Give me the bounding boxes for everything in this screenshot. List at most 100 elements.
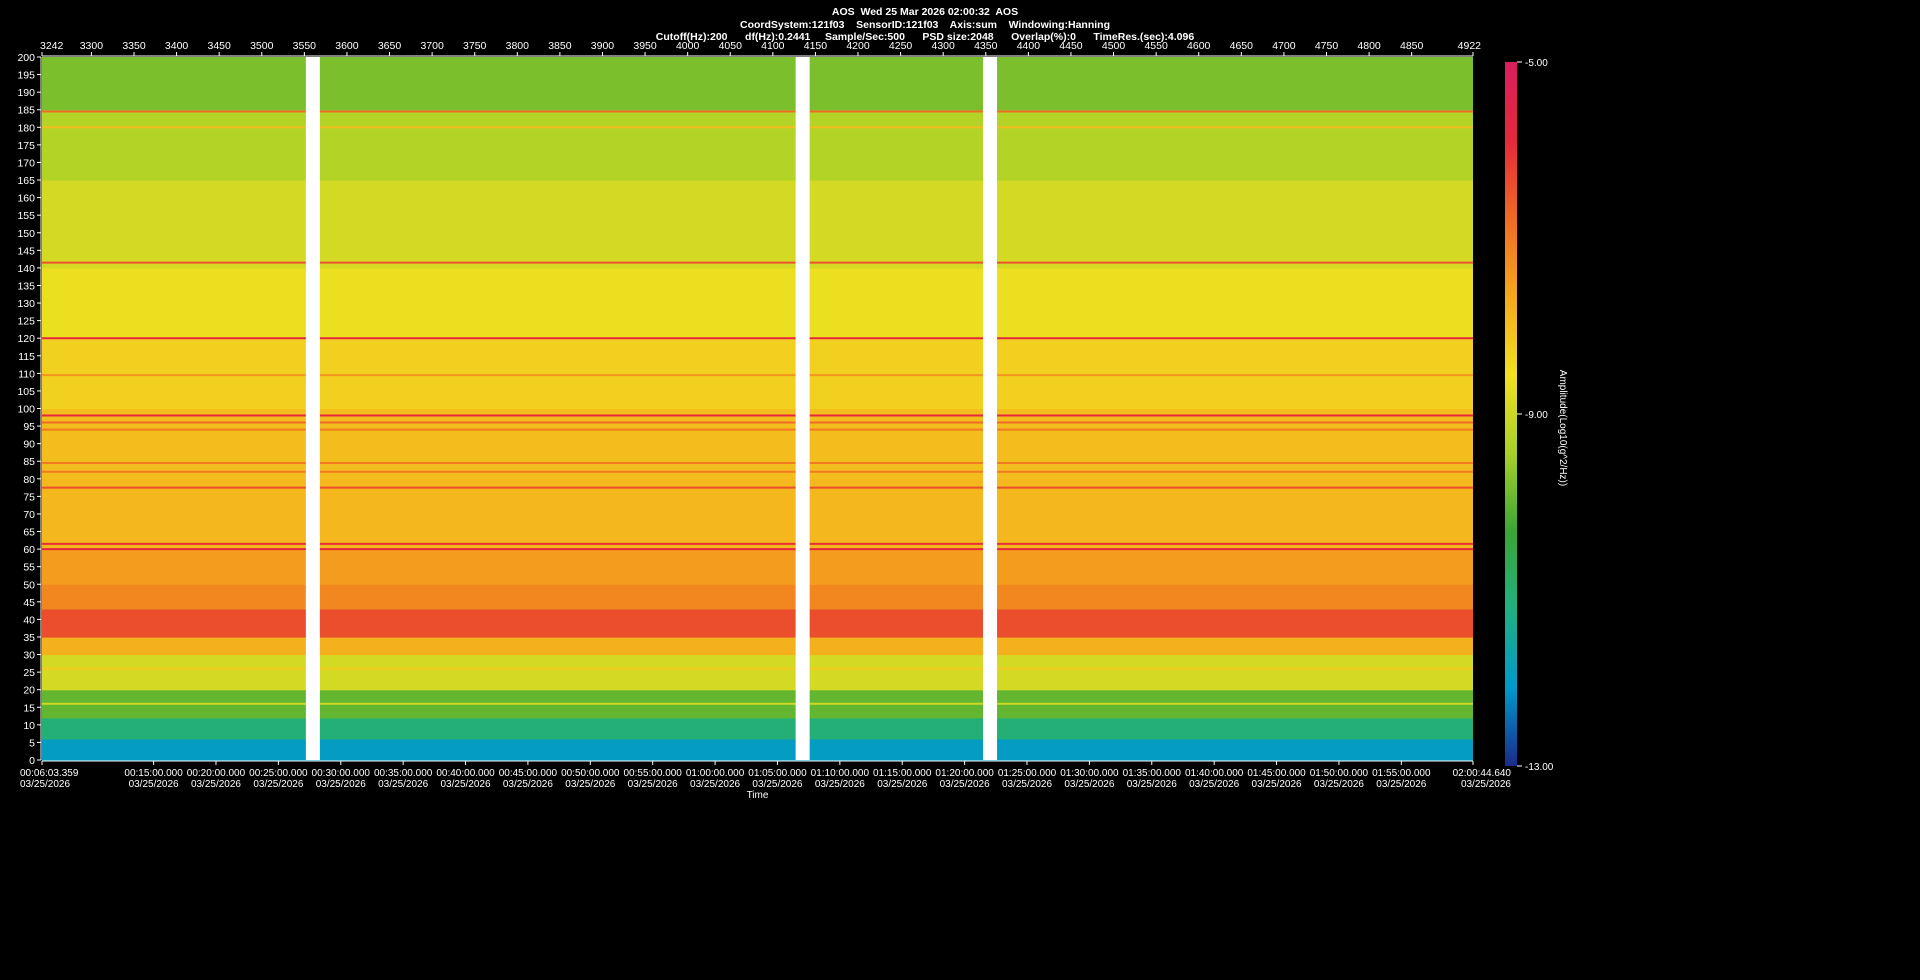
top-tick-label-25: 4500 [1102, 40, 1126, 52]
y-tick-label-1: 5 [29, 737, 35, 749]
top-tick-label-3: 3400 [165, 40, 189, 52]
x-tick-date-22: 03/25/2026 [1461, 779, 1511, 790]
chart-subtitle-params: Cutoff(Hz):200 df(Hz):0.2441 Sample/Sec:… [655, 31, 1195, 43]
x-tick-time-3: 00:25:00.000 [249, 768, 308, 779]
y-tick-label-0: 0 [29, 755, 35, 767]
y-tick-label-14: 70 [23, 509, 35, 521]
y-tick-label-12: 60 [23, 544, 35, 556]
x-tick-date-17: 03/25/2026 [1127, 779, 1177, 790]
top-tick-label-9: 3700 [420, 40, 444, 52]
x-tick-date-0: 03/25/2026 [20, 779, 70, 790]
top-tick-label-23: 4400 [1017, 40, 1041, 52]
y-tick-label-40: 200 [17, 52, 35, 64]
top-tick-label-1: 3300 [80, 40, 104, 52]
x-tick-date-13: 03/25/2026 [877, 779, 927, 790]
x-tick-date-12: 03/25/2026 [815, 779, 865, 790]
top-tick-label-2: 3350 [122, 40, 146, 52]
top-tick-label-7: 3600 [335, 40, 359, 52]
colorbar-mid-label: -9.00 [1525, 410, 1548, 421]
colorbar-min-label: -13.00 [1525, 762, 1554, 773]
x-tick-time-13: 01:15:00.000 [873, 768, 932, 779]
y-tick-label-37: 185 [17, 105, 35, 117]
y-tick-label-16: 80 [23, 474, 35, 486]
x-tick-time-16: 01:30:00.000 [1060, 768, 1119, 779]
band-8 [42, 478, 1473, 550]
x-tick-time-4: 00:30:00.000 [312, 768, 371, 779]
band-11 [42, 267, 1473, 339]
x-tick-date-14: 03/25/2026 [940, 779, 990, 790]
top-tick-label-20: 4250 [889, 40, 913, 52]
x-tick-date-7: 03/25/2026 [503, 779, 553, 790]
x-tick-time-14: 01:20:00.000 [935, 768, 994, 779]
x-tick-date-15: 03/25/2026 [1002, 779, 1052, 790]
y-tick-label-23: 115 [18, 351, 35, 363]
top-tick-label-6: 3550 [293, 40, 317, 52]
y-tick-label-38: 190 [17, 87, 35, 99]
top-tick-label-19: 4200 [846, 40, 870, 52]
band-4 [42, 636, 1473, 656]
band-14 [42, 57, 1473, 111]
x-tick-time-10: 01:00:00.000 [686, 768, 745, 779]
top-tick-label-27: 4600 [1187, 40, 1211, 52]
x-tick-date-19: 03/25/2026 [1252, 779, 1302, 790]
band-10 [42, 338, 1473, 410]
x-tick-time-18: 01:40:00.000 [1185, 768, 1244, 779]
top-tick-label-5: 3500 [250, 40, 274, 52]
x-tick-time-17: 01:35:00.000 [1123, 768, 1182, 779]
x-tick-time-7: 00:45:00.000 [499, 768, 558, 779]
x-tick-time-11: 01:05:00.000 [748, 768, 807, 779]
y-tick-label-8: 40 [23, 614, 35, 626]
y-tick-label-18: 90 [23, 439, 35, 451]
frequency-bands [42, 57, 1473, 761]
y-tick-label-4: 20 [23, 685, 35, 697]
x-tick-date-8: 03/25/2026 [565, 779, 615, 790]
y-tick-label-30: 150 [17, 228, 35, 240]
y-tick-label-10: 50 [23, 579, 35, 591]
band-12 [42, 180, 1473, 269]
x-tick-time-20: 01:50:00.000 [1310, 768, 1369, 779]
y-tick-label-27: 135 [17, 280, 35, 292]
x-tick-time-12: 01:10:00.000 [811, 768, 870, 779]
y-tick-label-13: 65 [23, 527, 35, 539]
x-tick-date-5: 03/25/2026 [378, 779, 428, 790]
x-axis: Time 00:06:03.35903/25/202600:15:00.0000… [20, 760, 1512, 801]
top-tick-label-22: 4350 [974, 40, 998, 52]
tonal-lines [42, 110, 1473, 705]
x-tick-date-16: 03/25/2026 [1064, 779, 1114, 790]
x-tick-time-9: 00:55:00.000 [623, 768, 682, 779]
data-gap-0 [305, 57, 320, 760]
x-tick-date-2: 03/25/2026 [191, 779, 241, 790]
x-tick-time-15: 01:25:00.000 [998, 768, 1057, 779]
x-tick-time-0: 00:06:03.359 [20, 768, 79, 779]
y-tick-label-6: 30 [23, 650, 35, 662]
top-tick-label-33: 4922 [1458, 40, 1482, 52]
top-tick-label-13: 3900 [591, 40, 615, 52]
top-tick-label-14: 3950 [633, 40, 657, 52]
x-tick-time-1: 00:15:00.000 [124, 768, 183, 779]
x-axis-title: Time [747, 790, 769, 801]
y-tick-label-19: 95 [23, 421, 35, 433]
x-tick-time-22: 02:00:44.640 [1453, 768, 1512, 779]
top-tick-label-11: 3800 [506, 40, 530, 52]
top-tick-label-16: 4050 [719, 40, 743, 52]
x-tick-date-11: 03/25/2026 [752, 779, 802, 790]
band-5 [42, 608, 1473, 638]
y-tick-label-2: 10 [23, 720, 35, 732]
band-7 [42, 549, 1473, 585]
x-tick-time-19: 01:45:00.000 [1247, 768, 1306, 779]
x-tick-date-18: 03/25/2026 [1189, 779, 1239, 790]
y-tick-label-24: 120 [17, 333, 35, 345]
x-tick-date-21: 03/25/2026 [1376, 779, 1426, 790]
band-13 [42, 109, 1473, 181]
y-tick-label-17: 85 [23, 456, 35, 468]
x-tick-time-2: 00:20:00.000 [187, 768, 246, 779]
top-axis: 3242 3300 3350 3400 3450 3500 3550 3600 3650 3700… [40, 40, 1482, 57]
x-tick-time-21: 01:55:00.000 [1372, 768, 1431, 779]
top-tick-label-24: 4450 [1059, 40, 1083, 52]
y-tick-label-7: 35 [23, 632, 35, 644]
top-tick-label-31: 4800 [1357, 40, 1381, 52]
top-tick-label-15: 4000 [676, 40, 700, 52]
x-tick-date-6: 03/25/2026 [440, 779, 490, 790]
chart-subtitle-coords: CoordSystem:121f03 SensorID:121f03 Axis:… [739, 19, 1110, 31]
